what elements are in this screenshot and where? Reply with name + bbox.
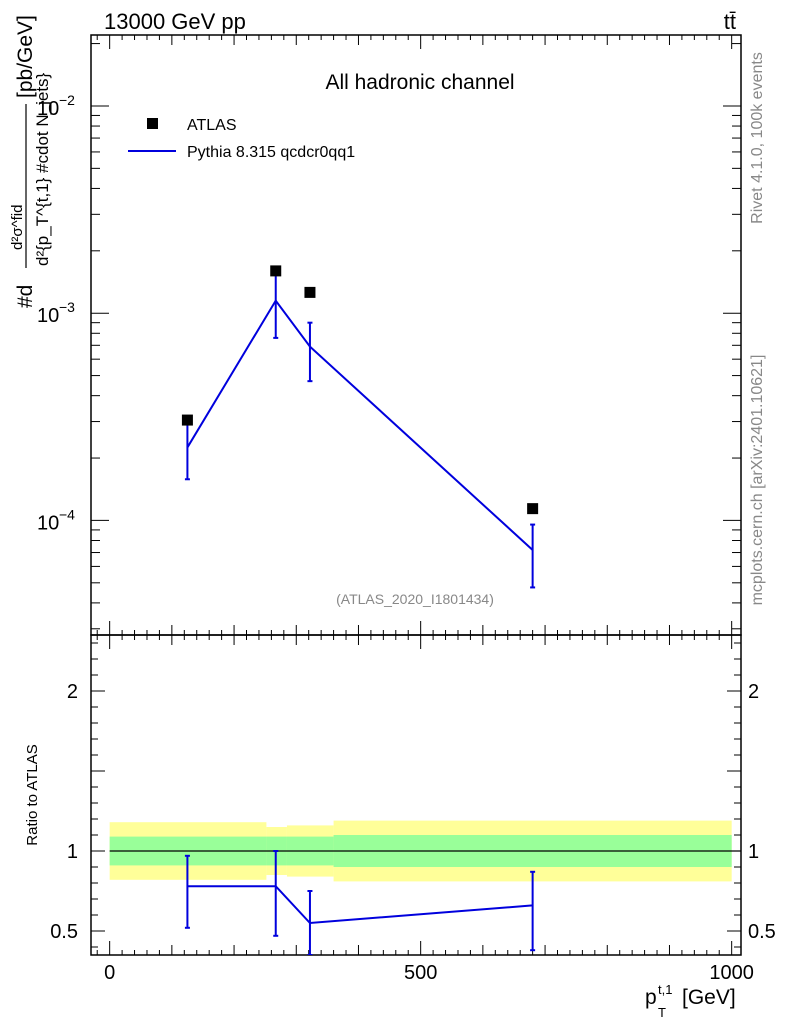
y-label-numerator: d²σ^fid [9, 205, 26, 250]
ratio-frame [90, 634, 742, 956]
rivet-label: Rivet 4.1.0, 100k events [749, 52, 766, 224]
y-label-unit: [pb/GeV] [14, 15, 37, 98]
analysis-watermark: (ATLAS_2020_I1801434) [336, 591, 494, 607]
main-panel: All hadronic channel (ATLAS_2020_I180143… [9, 15, 515, 607]
ratio-y-axis-label: Ratio to ATLAS [24, 744, 41, 845]
x-tick-label: 0 [104, 962, 115, 984]
x-tick-label: 1000 [709, 962, 754, 984]
main-y-tick-label: 10 [37, 305, 59, 327]
y-label-denominator: d²{p_T^{t,1} #cdot N_jets} [33, 72, 52, 266]
x-label-sup: t,1 [658, 982, 672, 997]
atlas-data-point [181, 414, 193, 426]
atlas-data-point [527, 503, 539, 515]
ratio-y-tick-label-left: 1 [67, 841, 78, 863]
collision-label: 13000 GeV pp [104, 9, 246, 34]
main-y-axis-label: #d d²σ^fid d²{p_T^{t,1} #cdot N_jets} [p… [9, 15, 52, 308]
ratio-y-tick-label-right: 1 [748, 841, 759, 863]
pythia-main-line [186, 298, 534, 551]
legend-atlas-marker [147, 118, 158, 129]
main-y-tick-label: 10 [37, 98, 59, 120]
x-label-unit: [GeV] [682, 986, 736, 1009]
x-label-base: p [645, 986, 657, 1009]
main-title: All hadronic channel [325, 71, 514, 94]
ratio-y-tick-label-right: 2 [748, 681, 759, 703]
main-y-tick-label-exponent: −2 [59, 92, 75, 108]
legend-pythia-label: Pythia 8.315 qcdcr0qq1 [187, 144, 355, 161]
x-label-sub: T [658, 1005, 666, 1020]
mcplots-label: mcplots.cern.ch [arXiv:2401.10621] [749, 355, 766, 606]
main-y-tick-label-exponent: −3 [59, 299, 75, 315]
ratio-y-tick-label-right: 0.5 [748, 921, 776, 943]
main-y-tick-label: 10 [37, 512, 59, 534]
x-tick-label: 500 [404, 962, 437, 984]
x-axis-label: p t,1 T [GeV] [645, 982, 736, 1020]
ratio-y-tick-label-left: 0.5 [50, 921, 78, 943]
atlas-data-point [270, 265, 282, 277]
process-label: tt̄ [724, 9, 736, 34]
atlas-data-point [304, 286, 316, 298]
pythia-ratio-line [187, 885, 533, 925]
ratio-series-group [184, 850, 536, 955]
legend-atlas-label: ATLAS [187, 117, 237, 134]
y-label-prefix: #d [14, 285, 37, 308]
main-y-tick-label-exponent: −4 [59, 506, 75, 522]
ratio-y-tick-label-left: 2 [67, 681, 78, 703]
